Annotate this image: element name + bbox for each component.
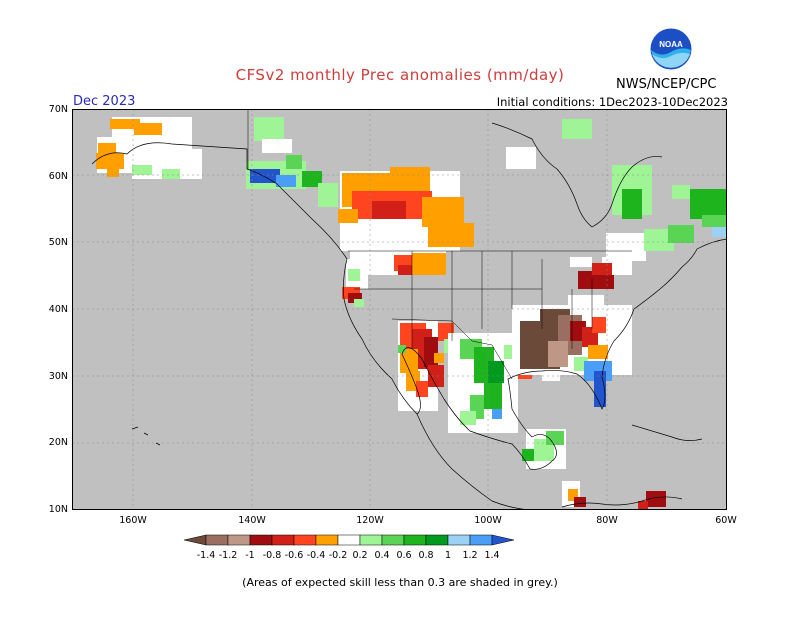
- lon-label: 100W: [474, 515, 502, 526]
- colorbar-swatch: [227, 534, 251, 546]
- north-central-anomalies: [342, 247, 446, 307]
- colorbar: -1.4 -1.2 -1 -0.8 -0.6 -0.4 -0.2 0.2 0.4 0.6 0.8 1 1…: [183, 534, 515, 561]
- colorbar-tick-label: -1.4: [197, 550, 216, 561]
- colorbar-tick-label: 0.4: [374, 550, 389, 561]
- lon-label: 120W: [356, 515, 384, 526]
- colorbar-swatch: [293, 534, 317, 546]
- colorbar-tick-label: -0.4: [307, 550, 326, 561]
- lat-label: 10N: [48, 504, 68, 515]
- lat-label: 50N: [48, 237, 68, 248]
- political-borders: [247, 109, 632, 380]
- colorbar-tick-label: -0.2: [329, 550, 348, 561]
- initial-conditions: Initial conditions: 1Dec2023-10Dec2023: [496, 95, 728, 109]
- colorbar-arrow-low: [183, 534, 207, 546]
- colorbar-tick-label: 0.2: [352, 550, 367, 561]
- colorbar-tick-label: 0.6: [396, 550, 411, 561]
- colorbar-swatch: [249, 534, 273, 546]
- lat-label: 20N: [48, 437, 68, 448]
- graticule: [72, 109, 727, 510]
- forecast-month: Dec 2023: [73, 94, 136, 109]
- colorbar-tick-label: -1: [245, 550, 254, 561]
- colorbar-tick-label: 1: [445, 550, 451, 561]
- alaska-anomalies: [96, 117, 202, 179]
- precip-anomaly-map: [72, 109, 727, 510]
- colorbar-swatch: [381, 534, 405, 546]
- colorbar-tick-label: -0.8: [263, 550, 282, 561]
- south-central-anomalies: [448, 333, 532, 433]
- noaa-logo: NOAA: [650, 28, 692, 70]
- lat-label: 40N: [48, 304, 68, 315]
- colorbar-arrow-high: [491, 534, 515, 546]
- colorbar-tick-label: -0.6: [285, 550, 304, 561]
- lon-label: 160W: [119, 515, 147, 526]
- map-frame: [72, 109, 727, 510]
- colorbar-swatch: [447, 534, 471, 546]
- colorbar-swatch: [469, 534, 493, 546]
- colorbar-swatch: [359, 534, 383, 546]
- lat-label: 70N: [48, 104, 68, 115]
- colorbar-tick-label: -1.2: [219, 550, 238, 561]
- lon-label: 60W: [715, 515, 737, 526]
- colorbar-tick-label: 0.8: [418, 550, 433, 561]
- lat-label: 60N: [48, 171, 68, 182]
- colorbar-swatch: [271, 534, 295, 546]
- nw-canada-anomalies: [246, 117, 474, 255]
- east-canada-anomalies: [506, 119, 727, 261]
- logo-text: NOAA: [659, 40, 683, 49]
- colorbar-tick-label: 1.2: [462, 550, 477, 561]
- lon-label: 140W: [238, 515, 266, 526]
- colorbar-swatch: [337, 534, 361, 546]
- coastlines: [91, 122, 727, 510]
- colorbar-swatch: [205, 534, 229, 546]
- colorbar-swatch: [315, 534, 339, 546]
- lon-label: 80W: [596, 515, 618, 526]
- colorbar-swatch: [425, 534, 449, 546]
- colorbar-swatch: [403, 534, 427, 546]
- agency-label: NWS/NCEP/CPC: [616, 77, 717, 92]
- colorbar-tick-label: 1.4: [484, 550, 499, 561]
- map-title: CFSv2 monthly Prec anomalies (mm/day): [235, 66, 565, 84]
- skill-note: (Areas of expected skill less than 0.3 a…: [242, 576, 558, 589]
- lat-label: 30N: [48, 371, 68, 382]
